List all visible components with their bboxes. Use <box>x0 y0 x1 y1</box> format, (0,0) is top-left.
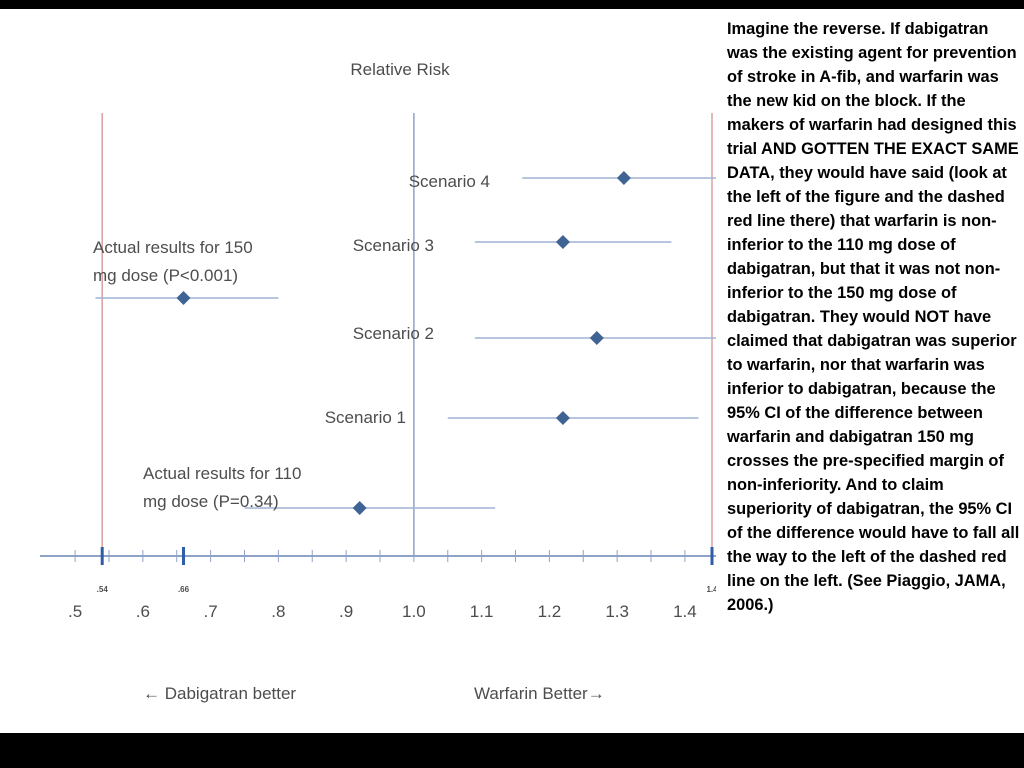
marked-tick-label: .54 <box>97 585 109 594</box>
series-label: Scenario 4 <box>409 172 490 191</box>
point-marker <box>616 171 631 185</box>
x-axis: .5 .6 .7 .8 .9 1.0 1.1 1.2 1.3 1.4 .54 .66 1.4 <box>40 547 716 621</box>
point-marker <box>555 411 570 425</box>
x-tick-label: 1.1 <box>470 602 494 621</box>
x-tick-label: .5 <box>68 602 82 621</box>
explanation-text: Imagine the reverse. If dabigatran was t… <box>727 20 1020 614</box>
series-label: Scenario 3 <box>353 236 434 255</box>
point-marker <box>555 235 570 249</box>
right-note-text: Warfarin Better <box>474 684 588 703</box>
series-group <box>95 171 716 515</box>
left-arrow-icon: ← <box>143 684 165 703</box>
x-tick-label: 1.3 <box>605 602 629 621</box>
x-tick-label: 1.4 <box>673 602 697 621</box>
x-tick-label: 1.2 <box>538 602 562 621</box>
x-tick-label: .6 <box>136 602 150 621</box>
marked-tick-label: .66 <box>178 585 190 594</box>
x-tick-label: .7 <box>204 602 218 621</box>
chart-title: Relative Risk <box>350 60 450 79</box>
series-label-line: mg dose (P=0.34) <box>143 492 279 511</box>
series-label: Actual results for 110 mg dose (P=0.34) <box>143 464 301 511</box>
point-marker <box>352 501 367 515</box>
forest-plot: .5 .6 .7 .8 .9 1.0 1.1 1.2 1.3 1.4 .54 .66 1.4 Relat… <box>40 60 716 703</box>
text-labels: Relative Risk Scenario 4 Scenario 3 Actual … <box>93 60 605 703</box>
x-tick-label: .8 <box>271 602 285 621</box>
x-tick-label: .9 <box>339 602 353 621</box>
series-label-line: Actual results for 150 <box>93 238 253 257</box>
right-arrow-icon: → <box>588 684 605 703</box>
series-label: Scenario 1 <box>325 408 406 427</box>
dabigatran-better-label: ← Dabigatran better <box>143 684 296 703</box>
x-tick-label: 1.0 <box>402 602 426 621</box>
warfarin-better-label: Warfarin Better→ <box>474 684 605 703</box>
series-label-line: Actual results for 110 <box>143 464 301 483</box>
reference-lines <box>101 113 713 556</box>
left-note-text: Dabigatran better <box>165 684 297 703</box>
series-label: Actual results for 150 mg dose (P<0.001) <box>93 238 253 285</box>
slide: .5 .6 .7 .8 .9 1.0 1.1 1.2 1.3 1.4 .54 .66 1.4 Relat… <box>0 9 1024 733</box>
series-label-line: mg dose (P<0.001) <box>93 266 238 285</box>
point-marker <box>176 291 191 305</box>
marked-tick-label: 1.4 <box>706 585 716 594</box>
series-label: Scenario 2 <box>353 324 434 343</box>
point-marker <box>589 331 604 345</box>
